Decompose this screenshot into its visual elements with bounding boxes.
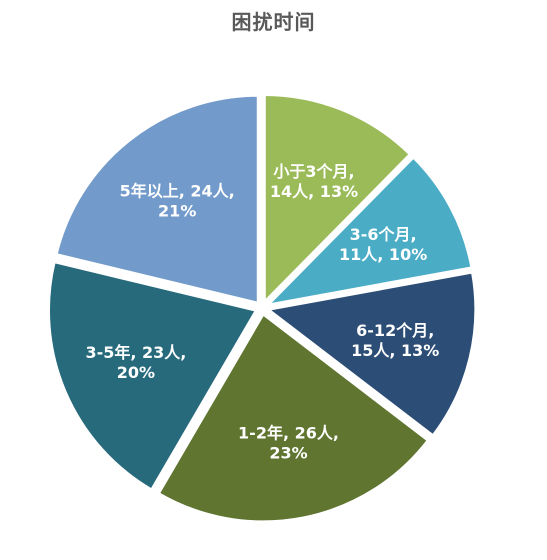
pie-slice xyxy=(262,154,474,308)
slice-label-line: 1-2年, 26人, xyxy=(238,423,339,442)
slice-label-line: 5年以上, 24人, xyxy=(120,181,235,200)
slice-label: 1-2年, 26人, 23% xyxy=(238,423,339,462)
pie-slice xyxy=(156,311,431,524)
slice-label-line: 小于3个月, xyxy=(273,162,354,181)
slice-label-line: 23% xyxy=(269,443,307,462)
slice-label: 3-5年, 23人, 20% xyxy=(85,343,186,382)
pie-slice xyxy=(47,259,259,493)
slice-label: 5年以上, 24人, 21% xyxy=(120,181,235,220)
slice-label-line: 15人, 13% xyxy=(351,341,439,360)
pie-slice xyxy=(262,92,413,307)
chart-title: 困扰时间 xyxy=(231,10,316,34)
slice-label-line: 6-12个月, xyxy=(356,321,434,340)
slice-label-line: 11人, 10% xyxy=(339,245,427,264)
slice-label-line: 3-6个月, xyxy=(350,225,417,244)
pie-slice xyxy=(264,270,478,438)
slice-label: 3-6个月, 11人, 10% xyxy=(339,225,427,264)
slice-label-line: 3-5年, 23人, xyxy=(85,343,186,362)
slice-label-line: 21% xyxy=(158,201,196,220)
pie-slice xyxy=(54,93,260,306)
slice-label-line: 14人, 13% xyxy=(270,182,358,201)
slice-label-line: 20% xyxy=(117,363,155,382)
slice-label: 小于3个月, 14人, 13% xyxy=(270,162,358,201)
slice-label: 6-12个月, 15人, 13% xyxy=(351,321,439,360)
